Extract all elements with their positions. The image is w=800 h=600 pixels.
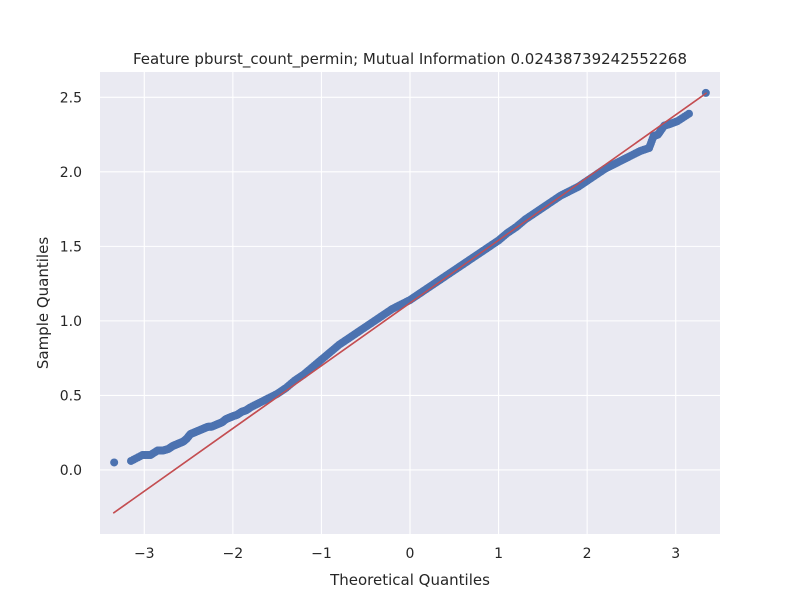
x-tick-label: 1: [494, 546, 503, 562]
x-tick-label: 3: [671, 546, 680, 562]
x-tick-label: −3: [134, 546, 155, 562]
x-tick-label: 0: [406, 546, 415, 562]
x-axis-label: Theoretical Quantiles: [329, 571, 490, 589]
y-tick-label: 1.0: [60, 314, 82, 330]
grid-lines: [100, 72, 720, 534]
data-point: [685, 109, 693, 118]
y-tick-label: 1.5: [60, 239, 82, 255]
x-tick-label: −1: [311, 546, 332, 562]
x-tick-label: 2: [583, 546, 592, 562]
y-tick-label: 2.5: [60, 90, 82, 106]
reference-line-overlay: [112, 92, 708, 514]
chart-title: Feature pburst_count_permin; Mutual Info…: [133, 50, 687, 69]
y-tick-label: 0.0: [60, 463, 82, 479]
y-tick-label: 0.5: [60, 388, 82, 404]
y-tick-labels: 0.0 0.5 1.0 1.5 2.0 2.5: [60, 90, 82, 479]
x-tick-label: −2: [223, 546, 244, 562]
x-tick-labels: −3 −2 −1 0 1 2 3: [134, 546, 680, 562]
y-tick-label: 2.0: [60, 165, 82, 181]
y-axis-label: Sample Quantiles: [34, 237, 52, 369]
data-point: [110, 458, 119, 467]
